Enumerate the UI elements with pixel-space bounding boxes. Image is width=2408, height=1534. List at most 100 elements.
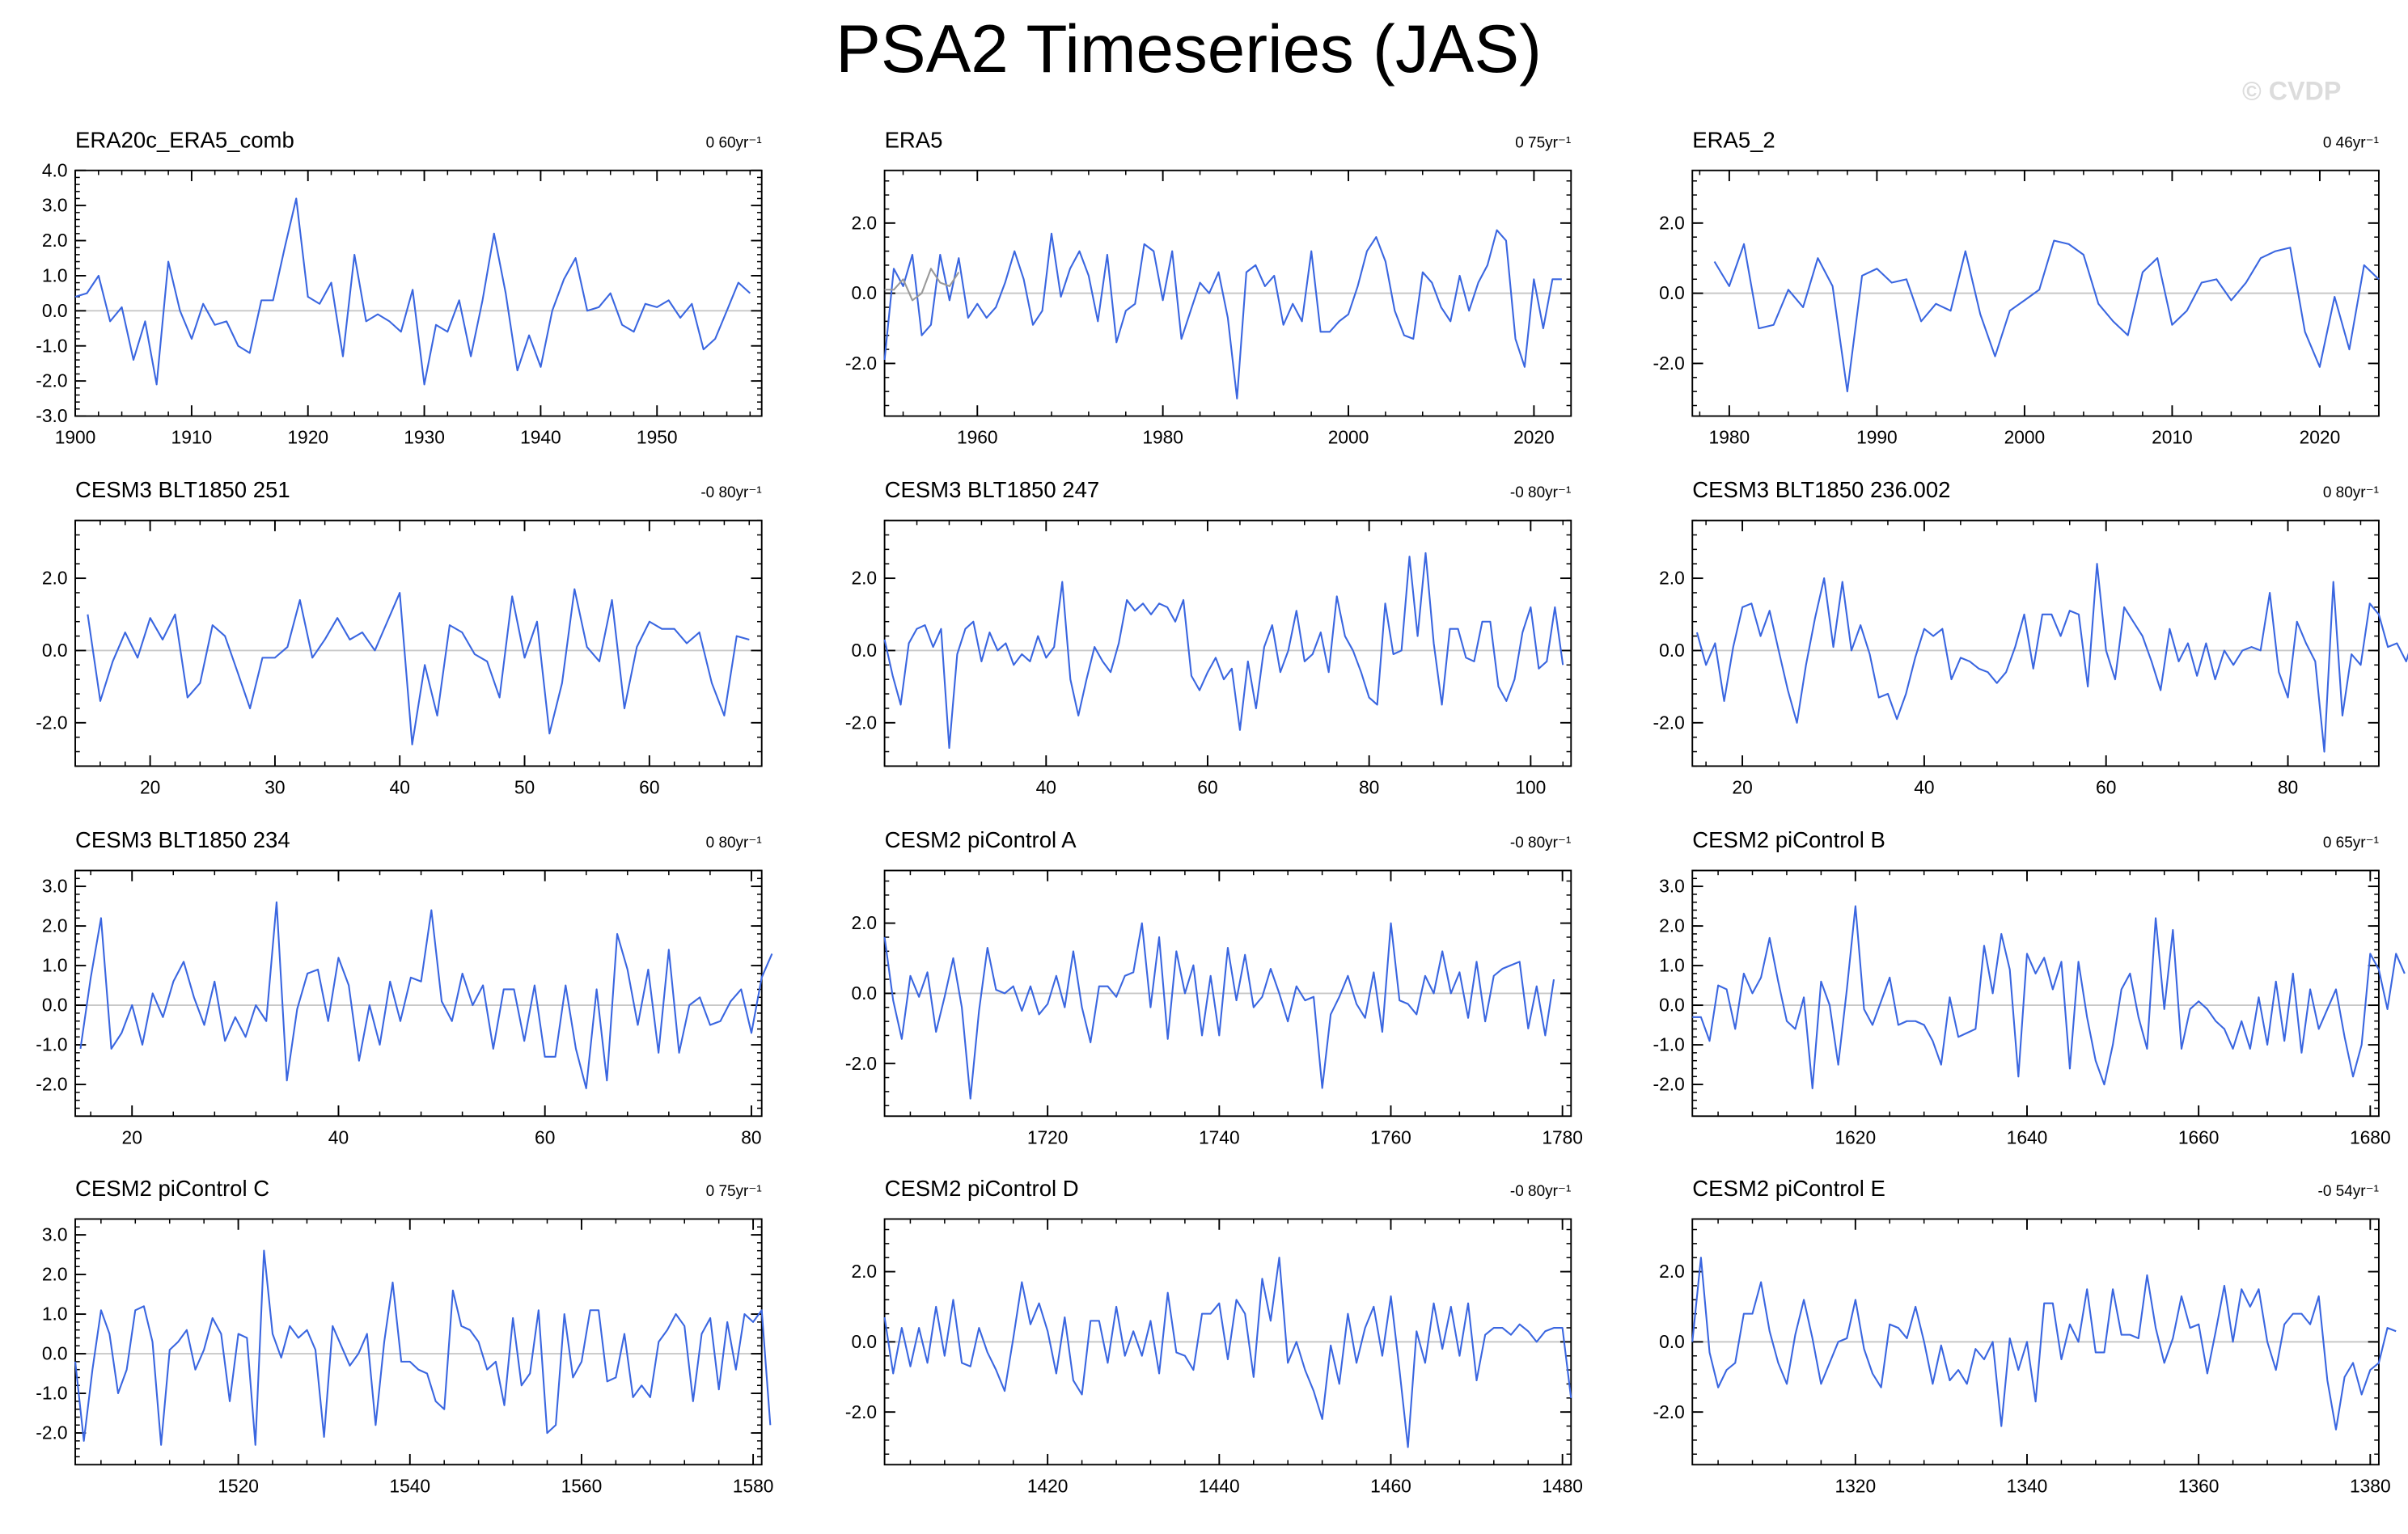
x-tick-label: 1920 bbox=[287, 427, 328, 448]
x-tick-label: 1980 bbox=[1709, 427, 1750, 448]
x-tick-label: 1620 bbox=[1835, 1126, 1876, 1147]
x-tick-label: 1740 bbox=[1199, 1126, 1240, 1147]
x-tick-label: 1960 bbox=[957, 427, 998, 448]
y-tick-label: 2.0 bbox=[1659, 568, 1685, 589]
y-tick-label: 0.0 bbox=[42, 1343, 68, 1364]
panel: CESM3 BLT1850 236.002 0 80yr⁻¹ -2.0 0.0 2.0 2… bbox=[1653, 477, 2408, 798]
y-tick-label: 3.0 bbox=[42, 1224, 68, 1245]
series-line bbox=[87, 588, 750, 746]
y-tick-label: 2.0 bbox=[1659, 212, 1685, 233]
panel-title: CESM2 piControl A bbox=[885, 827, 1077, 852]
x-tick-label: 2000 bbox=[1328, 427, 1369, 448]
y-tick-label: 2.0 bbox=[42, 915, 68, 936]
x-tick-label: 50 bbox=[514, 777, 535, 798]
x-tick-label: 60 bbox=[1197, 777, 1217, 798]
panel-title: ERA20c_ERA5_comb bbox=[75, 127, 294, 152]
y-tick-label: 1.0 bbox=[42, 265, 68, 286]
trend-label: -0 80yr⁻¹ bbox=[1510, 484, 1571, 501]
y-tick-label: 4.0 bbox=[42, 159, 68, 180]
y-tick-label: -2.0 bbox=[845, 1401, 877, 1422]
y-tick-label: 0.0 bbox=[1659, 1331, 1685, 1352]
series-line bbox=[883, 551, 1564, 750]
panel: CESM2 piControl B 0 65yr⁻¹ -2.0 -1.0 0.0 1.0 2… bbox=[1653, 827, 2406, 1147]
series-line bbox=[884, 268, 960, 302]
x-tick-label: 60 bbox=[2096, 777, 2116, 798]
trend-label: 0 80yr⁻¹ bbox=[2323, 484, 2379, 501]
x-tick-label: 2020 bbox=[1513, 427, 1555, 448]
x-tick-label: 1580 bbox=[733, 1475, 774, 1496]
y-tick-label: -2.0 bbox=[1653, 1074, 1685, 1095]
x-tick-label: 20 bbox=[1732, 777, 1752, 798]
x-tick-label: 40 bbox=[390, 777, 410, 798]
x-tick-label: 40 bbox=[328, 1126, 349, 1147]
x-tick-label: 1360 bbox=[2178, 1475, 2220, 1496]
series-line bbox=[883, 922, 1555, 1100]
panel-title: CESM3 BLT1850 251 bbox=[75, 477, 290, 502]
y-tick-label: -2.0 bbox=[1653, 712, 1685, 733]
y-tick-label: -2.0 bbox=[36, 370, 67, 391]
y-tick-label: -2.0 bbox=[845, 712, 877, 733]
series-line bbox=[1691, 1257, 2397, 1430]
x-tick-label: 80 bbox=[2278, 777, 2298, 798]
x-tick-label: 2010 bbox=[2152, 427, 2193, 448]
x-tick-label: 80 bbox=[1359, 777, 1379, 798]
panel-title: ERA5_2 bbox=[1692, 127, 1775, 152]
y-tick-label: 2.0 bbox=[851, 1261, 877, 1282]
y-tick-label: 0.0 bbox=[1659, 995, 1685, 1016]
y-tick-label: 2.0 bbox=[42, 568, 68, 589]
x-tick-label: 1560 bbox=[561, 1475, 603, 1496]
plot-frame bbox=[1691, 519, 2380, 767]
trend-label: -0 54yr⁻¹ bbox=[2318, 1183, 2379, 1200]
y-tick-label: 2.0 bbox=[42, 1264, 68, 1285]
series-line bbox=[1692, 905, 2406, 1089]
y-tick-label: -1.0 bbox=[1653, 1034, 1685, 1055]
y-tick-label: -3.0 bbox=[36, 405, 67, 426]
x-tick-label: 1380 bbox=[2350, 1475, 2391, 1496]
plot-frame bbox=[74, 1218, 763, 1466]
y-tick-label: 0.0 bbox=[42, 300, 68, 321]
x-tick-label: 1980 bbox=[1142, 427, 1183, 448]
y-tick-label: 0.0 bbox=[851, 983, 877, 1004]
y-tick-label: -2.0 bbox=[36, 1074, 67, 1095]
y-tick-label: 3.0 bbox=[1659, 876, 1685, 897]
plot-frame bbox=[1691, 869, 2380, 1118]
x-tick-label: 1940 bbox=[520, 427, 561, 448]
x-tick-label: 1420 bbox=[1027, 1475, 1069, 1496]
y-tick-label: 1.0 bbox=[1659, 955, 1685, 976]
x-tick-label: 1320 bbox=[1835, 1475, 1876, 1496]
panel-title: CESM3 BLT1850 236.002 bbox=[1692, 477, 1950, 502]
figure-title: PSA2 Timeseries (JAS) bbox=[836, 12, 1542, 88]
x-tick-label: 1900 bbox=[55, 427, 96, 448]
x-tick-label: 1640 bbox=[2007, 1126, 2048, 1147]
panel-title: CESM2 piControl E bbox=[1692, 1176, 1885, 1201]
y-tick-label: 2.0 bbox=[851, 568, 877, 589]
x-tick-label: 40 bbox=[1914, 777, 1934, 798]
x-tick-label: 1910 bbox=[171, 427, 213, 448]
x-tick-label: 60 bbox=[639, 777, 659, 798]
x-tick-label: 60 bbox=[535, 1126, 555, 1147]
y-tick-label: 3.0 bbox=[42, 876, 68, 897]
plot-frame bbox=[883, 519, 1572, 767]
panel-title: CESM2 piControl D bbox=[885, 1176, 1079, 1201]
y-tick-label: -1.0 bbox=[36, 1383, 67, 1404]
x-tick-label: 1780 bbox=[1542, 1126, 1583, 1147]
panel-title: CESM2 piControl B bbox=[1692, 827, 1885, 852]
trend-label: 0 75yr⁻¹ bbox=[1515, 134, 1571, 151]
panel: CESM3 BLT1850 247 -0 80yr⁻¹ -2.0 0.0 2.0 40 60… bbox=[845, 477, 1572, 798]
x-tick-label: 1540 bbox=[389, 1475, 430, 1496]
y-tick-label: -2.0 bbox=[36, 1422, 67, 1443]
series-line bbox=[883, 229, 1562, 399]
series-line bbox=[74, 197, 751, 386]
trend-label: 0 60yr⁻¹ bbox=[706, 134, 762, 151]
panel: ERA20c_ERA5_comb 0 60yr⁻¹ -3.0 -2.0 -1.0 0.0 1… bbox=[36, 127, 763, 448]
y-tick-label: -2.0 bbox=[1653, 353, 1685, 374]
trend-label: 0 75yr⁻¹ bbox=[706, 1183, 762, 1200]
y-tick-label: -2.0 bbox=[845, 353, 877, 374]
x-tick-label: 2000 bbox=[2004, 427, 2046, 448]
panel: CESM2 piControl E -0 54yr⁻¹ -2.0 0.0 2.0 1320… bbox=[1653, 1176, 2397, 1496]
y-tick-label: 0.0 bbox=[1659, 640, 1685, 661]
plot-frame bbox=[74, 169, 763, 417]
watermark: © CVDP bbox=[2241, 76, 2342, 107]
